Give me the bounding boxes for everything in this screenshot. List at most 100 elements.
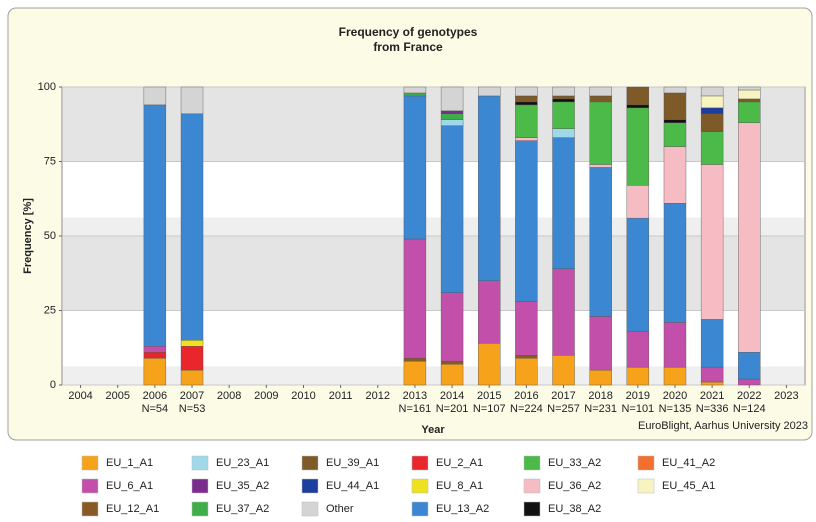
sample-size-label: N=201 [436,403,469,415]
bar-segment [552,95,575,100]
grid-band [63,366,804,385]
y-tick-label: 100 [38,81,56,93]
legend-swatch [191,478,209,494]
bar-segment [626,331,650,368]
bar-segment [589,369,612,386]
bar-segment [552,98,575,103]
bar-segment [589,316,612,371]
x-tick-label: 2005 [105,390,129,402]
bar-segment [440,86,464,112]
bar-segment [700,366,724,383]
bar-segment [515,301,538,356]
sample-size-label: N=257 [547,403,580,415]
x-tick-label: 2010 [291,390,315,402]
legend-label: EU_13_A2 [436,503,489,515]
x-tick-label: 2023 [774,390,798,402]
bar-segment [552,86,575,97]
x-tick-label: 2013 [403,390,427,402]
legend-label: EU_41_A2 [662,457,715,469]
grid-band [63,87,804,162]
bar-segment [440,292,464,362]
legend-label: EU_38_A2 [548,503,601,515]
bar-segment [515,104,538,138]
y-tick-label: 0 [50,379,56,391]
bar-segment [552,137,575,269]
x-tick-label: 2008 [217,390,241,402]
x-tick-label: 2018 [588,390,612,402]
bar-segment [663,92,687,120]
bar-segment [552,101,575,129]
bar-segment [738,89,761,100]
x-tick-label: 2015 [477,390,501,402]
x-tick-label: 2009 [254,390,278,402]
bar-segment [143,86,167,106]
grid-band [63,217,804,236]
bar-segment [700,113,724,132]
bar-segment [738,122,761,353]
x-tick-label: 2014 [440,390,464,402]
bar-segment [403,92,427,97]
legend-swatch [191,501,209,517]
bar-segment [440,119,464,126]
bar-segment [515,357,538,386]
legend-swatch [301,501,319,517]
x-tick-label: 2021 [700,390,724,402]
legend-swatch [523,501,541,517]
bar-segment [515,101,538,106]
x-tick-label: 2016 [514,390,538,402]
bar-segment [440,363,464,386]
bar-segment [663,122,687,147]
bar-segment [552,268,575,356]
y-axis-title: Frequency [%] [22,198,34,274]
sample-size-label: N=224 [510,403,543,415]
bar-segment [700,381,724,386]
bar-segment [589,164,612,168]
x-tick-label: 2020 [663,390,687,402]
bar-segment [663,86,687,94]
bar-segment [440,113,464,120]
bar-segment [440,360,464,365]
bar-segment [663,203,687,323]
bar-segment [738,378,761,386]
legend-label: EU_23_A1 [216,457,269,469]
bar-segment [738,86,761,91]
bar-segment [589,95,612,103]
chart-title: Frequency of genotypes [339,25,478,39]
bar-segment [440,125,464,293]
bar-segment [143,352,167,359]
legend-swatch [81,455,99,471]
x-tick-label: 2019 [626,390,650,402]
bar-segment [403,86,427,94]
bar-segment [478,86,501,97]
legend-swatch [301,478,319,494]
bar-segment [552,128,575,138]
x-tick-label: 2006 [143,390,167,402]
grid-band [63,236,804,311]
bar-segment [589,101,612,165]
x-tick-label: 2004 [68,390,92,402]
bar-segment [700,131,724,165]
bar-segment [143,357,167,386]
bar-segment [403,357,427,362]
legend-swatch [191,455,209,471]
bar-segment [515,86,538,97]
legend-swatch [637,455,655,471]
bar-segment [180,346,204,371]
bar-segment [626,107,650,186]
legend-label: EU_6_A1 [106,480,153,492]
bar-segment [515,137,538,141]
legend-label: EU_39_A1 [326,457,379,469]
bar-segment [626,217,650,332]
bar-segment [700,164,724,320]
legend-label: Other [326,503,354,515]
x-axis-title: Year [421,424,445,436]
legend-label: EU_33_A2 [548,457,601,469]
sample-size-label: N=135 [659,403,692,415]
legend-swatch [411,455,429,471]
legend-swatch [637,478,655,494]
bar-segment [552,355,575,386]
bar-segment [515,140,538,302]
bar-segment [403,238,427,359]
bar-segment [403,95,427,240]
